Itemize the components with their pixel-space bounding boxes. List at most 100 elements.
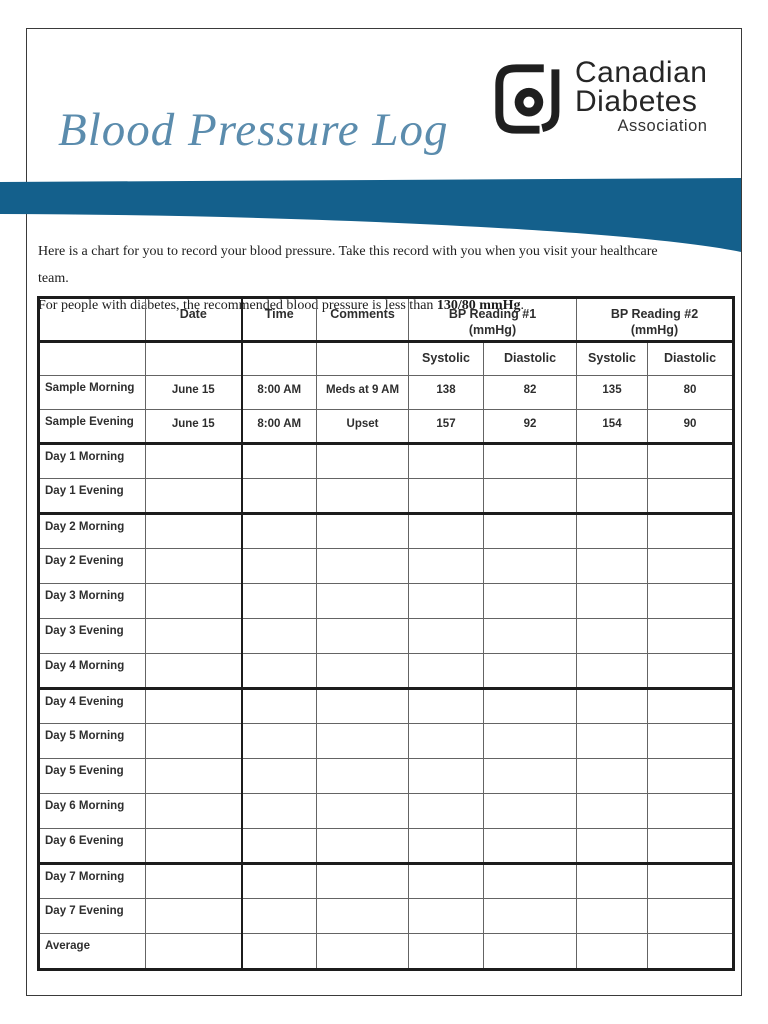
cda-logo-mark-icon xyxy=(495,64,560,134)
cell xyxy=(647,513,734,549)
cell xyxy=(316,793,409,829)
row-label: Sample Evening xyxy=(38,409,146,445)
cell xyxy=(647,653,734,690)
table-row: Sample Morning June 15 8:00 AM Meds at 9 AM… xyxy=(38,375,734,410)
cell xyxy=(483,618,577,654)
cell xyxy=(145,653,243,690)
cell xyxy=(647,933,734,970)
cell xyxy=(316,898,409,934)
cell xyxy=(483,758,577,794)
cell xyxy=(408,898,484,934)
row-label: Day 2 Morning xyxy=(38,513,146,549)
table-header-row-2: Systolic Diastolic Systolic Diastolic xyxy=(38,341,734,376)
table-row: Sample Evening June 15 8:00 AM Upset 157 92 15… xyxy=(38,409,734,445)
table-row: Day 6 Morning xyxy=(38,793,734,829)
row-label: Day 6 Morning xyxy=(38,793,146,829)
header-systolic-2: Systolic xyxy=(576,341,648,376)
cell xyxy=(241,863,317,899)
cell xyxy=(316,653,409,690)
table-row: Average xyxy=(38,933,734,970)
cell xyxy=(241,688,317,724)
cell xyxy=(647,548,734,584)
cell: 92 xyxy=(483,409,577,445)
empty-header-cell xyxy=(241,341,317,376)
cell xyxy=(576,653,648,690)
cell xyxy=(647,618,734,654)
cell xyxy=(408,478,484,515)
cell xyxy=(316,933,409,970)
header-comments: Comments xyxy=(316,297,409,343)
table-row: Day 4 Morning xyxy=(38,653,734,690)
cell xyxy=(408,688,484,724)
cell xyxy=(145,723,243,759)
cell xyxy=(241,478,317,515)
cda-logo: Canadian Diabetes Association xyxy=(494,58,707,137)
cell xyxy=(576,723,648,759)
cell xyxy=(576,513,648,549)
row-label: Day 6 Evening xyxy=(38,828,146,865)
table-header-row-1: Date Time Comments BP Reading #1 (mmHg) … xyxy=(38,297,734,343)
cell: June 15 xyxy=(145,375,243,410)
table-row: Day 2 Morning xyxy=(38,513,734,549)
cell xyxy=(145,898,243,934)
cell: 80 xyxy=(647,375,734,410)
cell xyxy=(241,513,317,549)
cell: Meds at 9 AM xyxy=(316,375,409,410)
cell xyxy=(576,793,648,829)
cell xyxy=(145,793,243,829)
cell xyxy=(316,618,409,654)
table-row: Day 2 Evening xyxy=(38,548,734,584)
cell xyxy=(647,478,734,515)
cell xyxy=(483,688,577,724)
table-row: Day 3 Morning xyxy=(38,583,734,619)
table-row: Day 5 Evening xyxy=(38,758,734,794)
cell xyxy=(647,583,734,619)
header-bp-reading-1: BP Reading #1 (mmHg) xyxy=(408,297,577,343)
cell xyxy=(647,898,734,934)
cell xyxy=(408,828,484,865)
cell xyxy=(576,933,648,970)
cell xyxy=(241,443,317,479)
logo-word-diabetes: Diabetes xyxy=(575,85,698,118)
cell: 135 xyxy=(576,375,648,410)
cell xyxy=(483,723,577,759)
header-diastolic-1: Diastolic xyxy=(483,341,577,376)
cell xyxy=(647,828,734,865)
cell xyxy=(576,478,648,515)
cell xyxy=(576,758,648,794)
row-label: Day 5 Morning xyxy=(38,723,146,759)
cell xyxy=(483,653,577,690)
row-label: Day 2 Evening xyxy=(38,548,146,584)
cell xyxy=(483,583,577,619)
cell xyxy=(145,513,243,549)
logo-word-canadian: Canadian xyxy=(575,56,708,89)
cell xyxy=(483,443,577,479)
cell xyxy=(576,688,648,724)
cell xyxy=(483,548,577,584)
cell: 90 xyxy=(647,409,734,445)
cell xyxy=(145,548,243,584)
row-label: Day 3 Evening xyxy=(38,618,146,654)
cell xyxy=(483,898,577,934)
header-bp-reading-2: BP Reading #2 (mmHg) xyxy=(576,297,734,343)
cell xyxy=(145,443,243,479)
cell xyxy=(408,583,484,619)
table-row: Day 1 Morning xyxy=(38,443,734,479)
cell xyxy=(316,723,409,759)
cell xyxy=(408,653,484,690)
cell xyxy=(408,863,484,899)
cda-logo-text: Canadian Diabetes Association xyxy=(575,58,707,137)
cell xyxy=(316,863,409,899)
cell: 8:00 AM xyxy=(241,375,317,410)
cell: 154 xyxy=(576,409,648,445)
cell: 138 xyxy=(408,375,484,410)
corner-cell xyxy=(38,297,146,343)
bp-log-table: Date Time Comments BP Reading #1 (mmHg) … xyxy=(37,296,735,971)
cell xyxy=(408,443,484,479)
cell: 82 xyxy=(483,375,577,410)
row-label: Day 4 Evening xyxy=(38,688,146,724)
cell xyxy=(316,583,409,619)
row-label: Day 3 Morning xyxy=(38,583,146,619)
cell xyxy=(316,478,409,515)
